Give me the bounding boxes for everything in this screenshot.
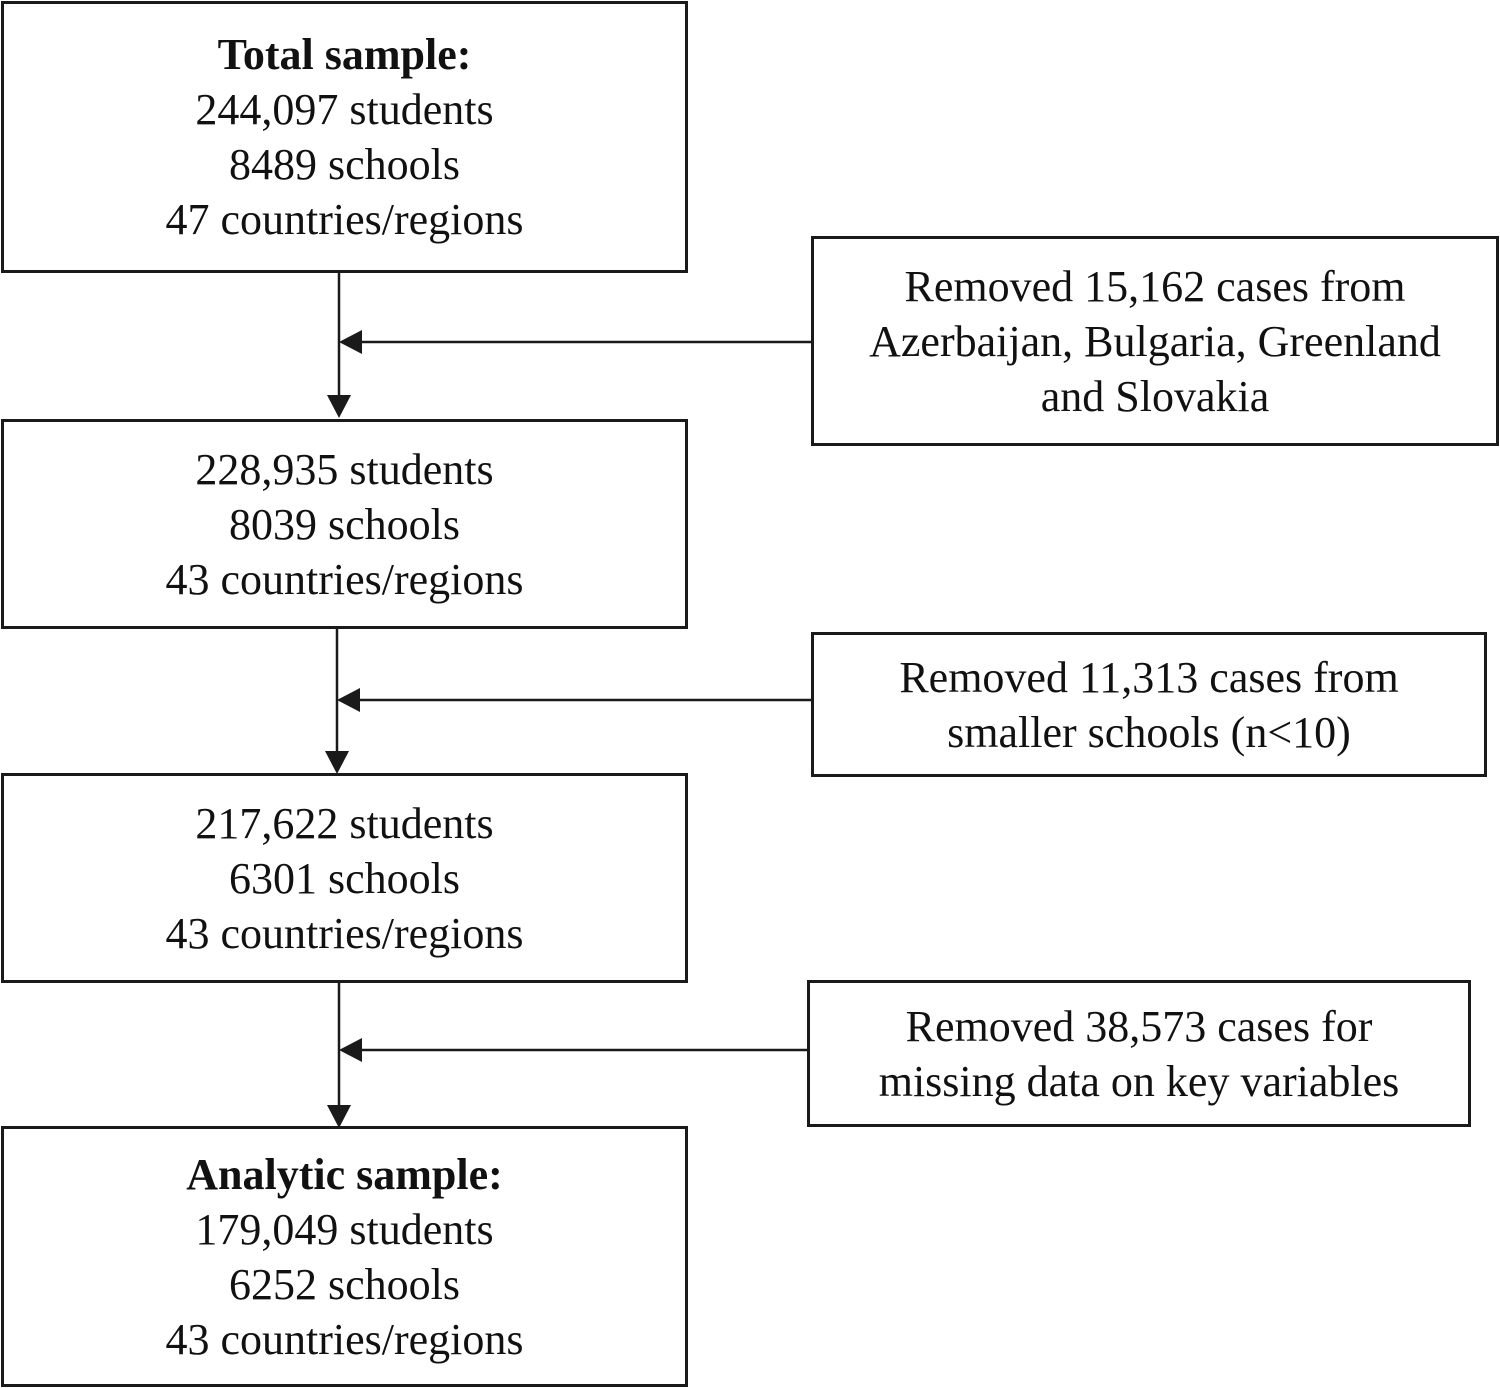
total-sample-countries: 47 countries/regions — [165, 195, 524, 244]
exclusion-arrowhead-1 — [339, 330, 362, 354]
down-arrowhead-2 — [325, 751, 349, 774]
analytic-sample-students: 179,049 students — [195, 1204, 494, 1254]
stage-3-box: 217,622 students 6301 schools 43 countri… — [1, 773, 688, 983]
analytic-sample-schools: 6252 schools — [229, 1259, 460, 1309]
removal-1-line-2: Azerbaijan, Bulgaria, Greenland — [869, 316, 1441, 366]
removal-3-line-2: missing data on key variables — [878, 1056, 1400, 1106]
removal-box-2: Removed 11,313 cases from smaller school… — [811, 632, 1487, 777]
removal-2-line-2: smaller schools (n<10) — [947, 707, 1351, 757]
removal-box-1: Removed 15,162 cases from Azerbaijan, Bu… — [811, 236, 1499, 446]
analytic-sample-countries: 43 countries/regions — [165, 1314, 524, 1364]
total-sample-heading: Total sample: — [217, 30, 472, 79]
stage-3-countries: 43 countries/regions — [165, 908, 524, 958]
total-sample-schools: 8489 schools — [229, 140, 460, 189]
removal-3-line-1: Removed 38,573 cases for — [905, 1001, 1373, 1051]
stage-2-countries: 43 countries/regions — [165, 554, 524, 604]
analytic-sample-heading: Analytic sample: — [186, 1149, 503, 1199]
stage-3-schools: 6301 schools — [229, 853, 460, 903]
total-sample-students: 244,097 students — [195, 85, 494, 134]
stage-2-box: 228,935 students 8039 schools 43 countri… — [1, 419, 688, 629]
exclusion-arrowhead-3 — [339, 1038, 362, 1062]
stage-2-students: 228,935 students — [195, 444, 494, 494]
down-arrowhead-1 — [327, 395, 351, 418]
down-arrowhead-3 — [327, 1105, 351, 1128]
stage-3-students: 217,622 students — [195, 798, 494, 848]
stage-2-schools: 8039 schools — [229, 499, 460, 549]
removal-1-line-3: and Slovakia — [1040, 371, 1270, 421]
removal-1-line-1: Removed 15,162 cases from — [904, 261, 1406, 311]
analytic-sample-box: Analytic sample: 179,049 students 6252 s… — [1, 1126, 688, 1387]
total-sample-box: Total sample: 244,097 students 8489 scho… — [1, 1, 688, 273]
removal-box-3: Removed 38,573 cases for missing data on… — [807, 980, 1471, 1127]
exclusion-arrowhead-2 — [337, 688, 360, 712]
removal-2-line-1: Removed 11,313 cases from — [899, 652, 1399, 702]
